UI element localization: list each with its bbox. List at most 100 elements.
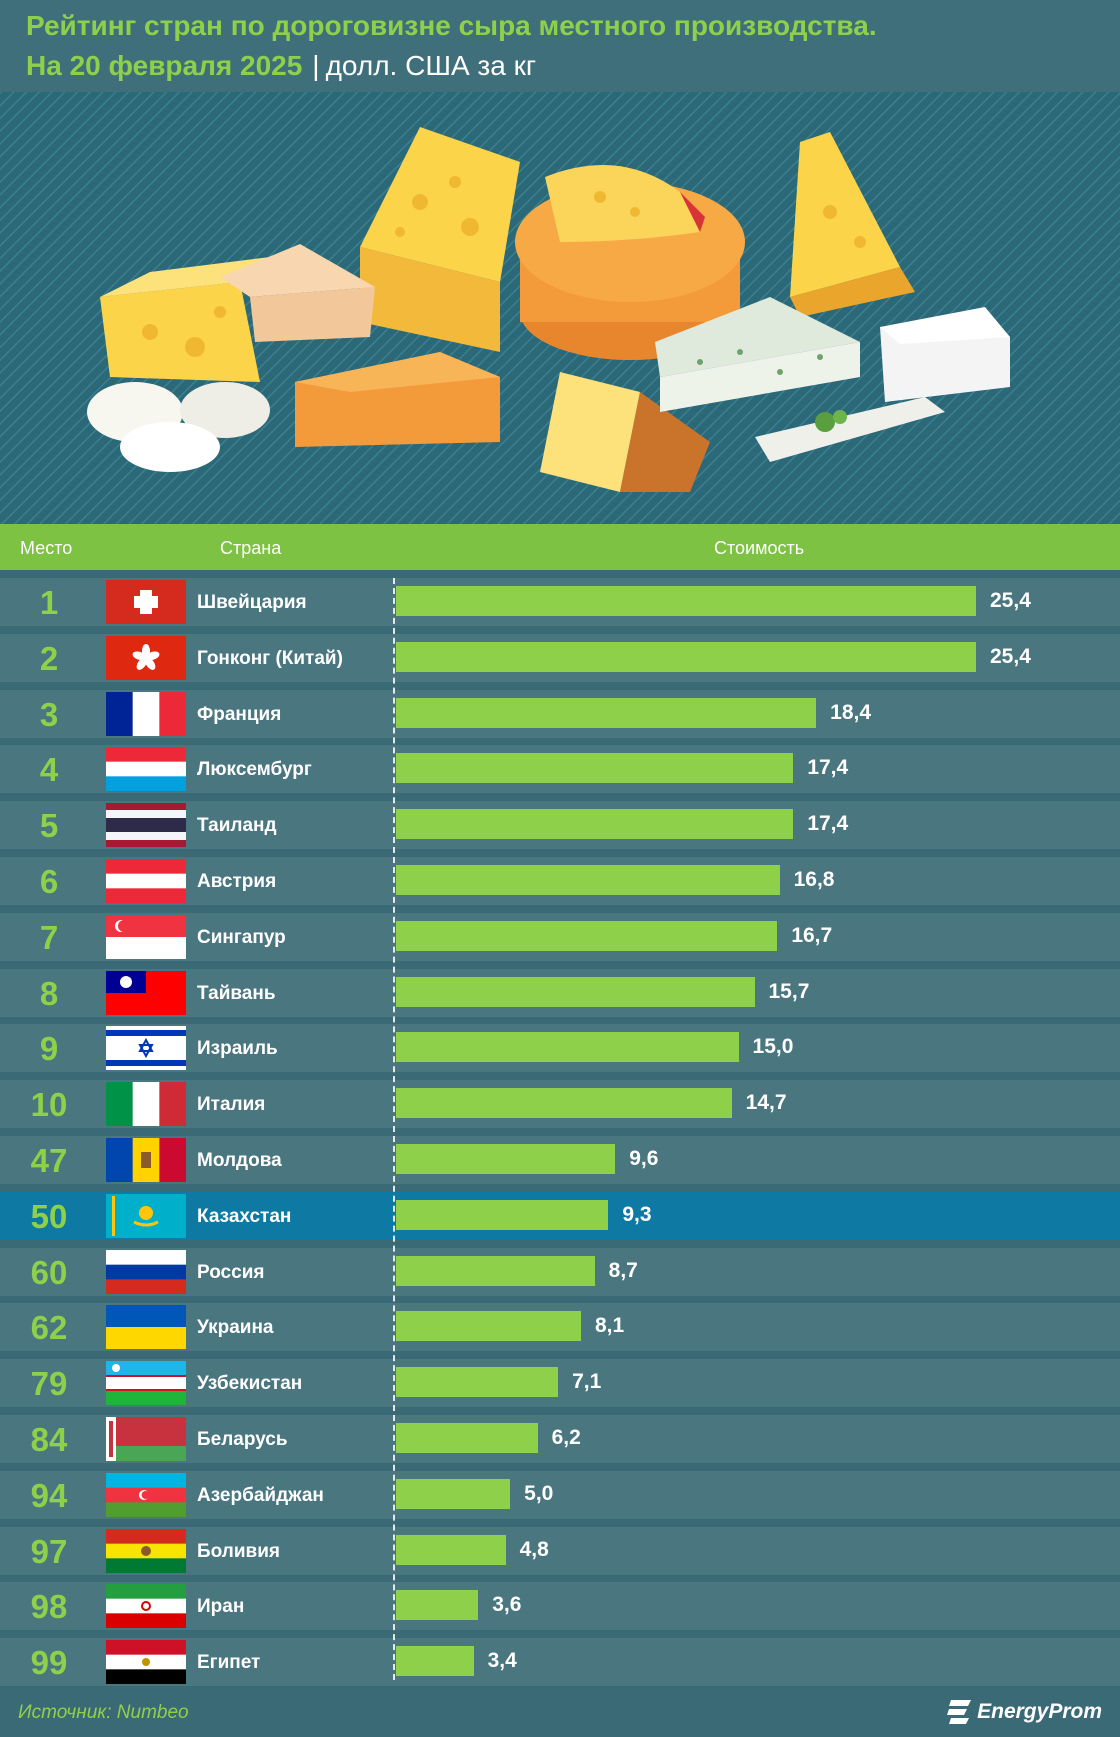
rank-label: 84 — [30, 1421, 68, 1458]
singapore-flag-icon — [106, 914, 186, 959]
value-label: 14,7 — [745, 1091, 787, 1115]
bar — [396, 641, 976, 672]
bar — [396, 1199, 609, 1230]
col-country-header: Страна — [220, 538, 282, 558]
axis-line — [393, 578, 395, 1680]
rank-label: 99 — [30, 1644, 68, 1682]
table-row: 47 Молдова 9,6 — [0, 1136, 1120, 1184]
table-row: 3 Франция 18,4 — [0, 689, 1120, 738]
value-label: 8,1 — [594, 1314, 625, 1338]
table-row: 10 Италия 14,7 — [0, 1080, 1120, 1129]
iran-flag-icon — [106, 1584, 186, 1629]
country-label: Россия — [197, 1261, 265, 1283]
rank-label: 60 — [30, 1253, 68, 1291]
italy-flag-icon — [106, 1082, 186, 1127]
value-label: 7,1 — [572, 1370, 602, 1394]
country-label: Египет — [197, 1652, 261, 1674]
country-label: Украина — [197, 1317, 274, 1339]
luxembourg-flag-icon — [106, 747, 186, 792]
subtitle-unit: долл. США за кг — [325, 50, 537, 81]
rank-label: 98 — [30, 1588, 68, 1626]
country-label: Иран — [197, 1596, 245, 1618]
value-label: 9,3 — [622, 1202, 652, 1226]
bar — [396, 1088, 732, 1119]
rank-label: 6 — [39, 863, 59, 900]
bar — [396, 809, 794, 840]
rank-label: 62 — [30, 1309, 68, 1347]
column-header: Место Страна Стоимость — [0, 524, 1120, 570]
table-row: 99 Египет 3,4 — [0, 1638, 1120, 1687]
brand-name: EnergyProm — [977, 1700, 1102, 1723]
value-label: 15,0 — [752, 1035, 794, 1059]
rank-label: 94 — [30, 1476, 68, 1514]
table-row: 1 Швейцария 25,4 — [0, 578, 1120, 626]
taiwan-flag-icon — [106, 970, 186, 1015]
rank-label: 50 — [30, 1197, 68, 1235]
table-row: 62 Украина 8,1 — [0, 1303, 1120, 1352]
col-cost-header: Стоимость — [714, 538, 805, 558]
country-label: Австрия — [197, 871, 277, 892]
moldova-flag-icon — [106, 1138, 186, 1182]
france-flag-icon — [106, 691, 186, 736]
egypt-flag-icon — [106, 1640, 186, 1685]
bar — [396, 1144, 616, 1174]
bar — [396, 1367, 559, 1398]
table-row: 84 Беларусь 6,2 — [0, 1415, 1120, 1463]
country-label: Сингапур — [197, 926, 286, 948]
bar — [396, 1646, 474, 1677]
header: Рейтинг стран по дороговизне сыра местно… — [0, 0, 1120, 92]
rank-label: 7 — [39, 918, 59, 956]
bar — [396, 1032, 739, 1063]
value-label: 8,7 — [608, 1258, 638, 1282]
table-row: 4 Люксембург 17,4 — [0, 745, 1120, 794]
table-row: 79 Узбекистан 7,1 — [0, 1359, 1120, 1408]
uzbekistan-flag-icon — [106, 1361, 186, 1406]
rank-label: 10 — [30, 1086, 68, 1124]
table-row: 8 Тайвань 15,7 — [0, 968, 1120, 1017]
country-label: Тайвань — [197, 982, 276, 1004]
table-row: 6 Австрия 16,8 — [0, 857, 1120, 905]
rank-label: 4 — [39, 751, 59, 789]
bar — [396, 1255, 595, 1286]
value-label: 3,6 — [492, 1593, 522, 1617]
bar — [396, 1590, 479, 1621]
col-rank-header: Место — [20, 538, 73, 558]
country-label: Израиль — [197, 1038, 278, 1060]
source-note: Источник: Numbeo — [18, 1702, 189, 1723]
country-label: Боливия — [197, 1540, 280, 1562]
table-row: 94 Азербайджан 5,0 — [0, 1470, 1120, 1519]
value-label: 4,8 — [519, 1537, 549, 1561]
value-label: 17,4 — [807, 812, 849, 836]
switzerland-flag-icon — [106, 580, 186, 624]
country-label: Казахстан — [197, 1205, 292, 1227]
value-label: 5,0 — [524, 1481, 554, 1505]
rank-label: 97 — [30, 1532, 68, 1570]
russia-flag-icon — [106, 1249, 186, 1294]
country-label: Узбекистан — [197, 1373, 303, 1395]
bar — [396, 920, 778, 951]
table-row: 50 Казахстан 9,3 — [0, 1191, 1120, 1240]
value-label: 6,2 — [551, 1426, 581, 1449]
bolivia-flag-icon — [106, 1528, 186, 1573]
subtitle-separator: | — [312, 50, 320, 81]
rank-label: 5 — [39, 807, 59, 845]
value-label: 25,4 — [990, 589, 1031, 612]
bar — [396, 865, 780, 895]
country-label: Таиланд — [197, 815, 277, 837]
country-label: Молдова — [197, 1150, 282, 1171]
country-label: Швейцария — [197, 592, 307, 613]
bar — [396, 1478, 511, 1509]
country-label: Азербайджан — [197, 1484, 324, 1506]
rank-label: 3 — [39, 695, 59, 733]
bar — [396, 697, 817, 728]
value-label: 9,6 — [629, 1147, 659, 1170]
ukraine-flag-icon — [106, 1305, 186, 1350]
table-row: 7 Сингапур 16,7 — [0, 912, 1120, 961]
table-row: 5 Таиланд 17,4 — [0, 801, 1120, 850]
value-label: 25,4 — [990, 644, 1031, 668]
value-label: 15,7 — [768, 979, 810, 1003]
country-label: Люксембург — [197, 759, 312, 781]
bar — [396, 753, 794, 784]
rank-label: 9 — [39, 1030, 59, 1068]
